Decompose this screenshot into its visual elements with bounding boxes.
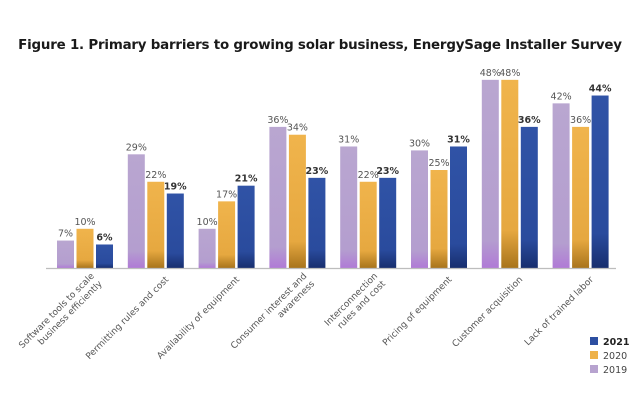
data-label-2021-6: 36% xyxy=(518,115,541,126)
bar-2020-0 xyxy=(76,228,94,268)
data-label-2021-5: 31% xyxy=(447,134,470,145)
bar-2021-1 xyxy=(166,193,184,268)
bar-2021-5 xyxy=(450,146,467,268)
data-label-2020-2: 17% xyxy=(216,189,237,200)
category-label-7: Lack of trained labor xyxy=(523,275,596,348)
bar-2019-0 xyxy=(57,240,74,268)
data-label-2019-4: 31% xyxy=(338,134,359,145)
data-label-2020-3: 34% xyxy=(287,123,308,134)
data-label-2020-0: 10% xyxy=(74,217,95,228)
data-label-2019-7: 42% xyxy=(551,91,572,102)
legend-swatch-2021 xyxy=(590,337,598,345)
legend-label-2019: 2019 xyxy=(603,365,627,376)
bar-2020-5 xyxy=(430,170,448,268)
data-label-2021-7: 44% xyxy=(589,84,612,95)
data-label-2021-4: 23% xyxy=(376,166,399,177)
bar-2021-4 xyxy=(379,177,397,268)
data-label-2019-1: 29% xyxy=(126,142,147,153)
bar-2019-1 xyxy=(127,154,145,268)
data-label-2020-1: 22% xyxy=(145,170,166,181)
data-label-2021-3: 23% xyxy=(306,166,329,177)
data-label-2019-6: 48% xyxy=(480,68,501,79)
data-label-2020-4: 22% xyxy=(358,170,379,181)
bar-2021-7 xyxy=(591,95,609,269)
legend-label-2021: 2021 xyxy=(603,337,629,348)
chart-title: Figure 1. Primary barriers to growing so… xyxy=(18,38,622,53)
data-label-2020-7: 36% xyxy=(570,115,591,126)
category-label-6: Customer acquisition xyxy=(451,275,526,350)
data-label-2019-2: 10% xyxy=(197,217,218,228)
data-label-2020-5: 25% xyxy=(428,158,449,169)
category-label-3: Consumer interest andawareness xyxy=(229,271,317,359)
bar-2021-6 xyxy=(520,126,538,268)
bar-2019-3 xyxy=(269,126,287,268)
bar-2020-6 xyxy=(501,79,519,268)
data-label-2019-3: 36% xyxy=(267,115,288,126)
category-label-0: Software tools to scalebusiness efficien… xyxy=(17,271,105,359)
legend-swatch-2020 xyxy=(590,351,598,359)
bar-2020-1 xyxy=(147,181,165,268)
bar-2021-2 xyxy=(237,185,255,268)
category-label-2: Availability of equipment xyxy=(156,275,243,362)
legend-swatch-2019 xyxy=(590,365,598,373)
data-label-2021-1: 19% xyxy=(164,182,187,193)
bar-2021-3 xyxy=(308,177,326,268)
bar-2020-7 xyxy=(572,126,590,268)
legend: 2021 2020 2019 xyxy=(590,337,629,376)
data-label-2019-5: 30% xyxy=(409,138,430,149)
category-label-4: Interconnectionrules and cost xyxy=(323,271,388,336)
bar-2019-2 xyxy=(198,228,216,268)
bar-2020-3 xyxy=(288,134,306,268)
category-label-5: Pricing of equipment xyxy=(381,275,454,348)
data-label-2021-2: 21% xyxy=(235,174,258,185)
bar-2019-7 xyxy=(552,103,570,268)
bar-2020-2 xyxy=(218,201,236,268)
bar-2021-0 xyxy=(96,244,113,268)
legend-label-2020: 2020 xyxy=(603,351,627,362)
bar-2019-4 xyxy=(340,146,358,268)
data-label-2020-6: 48% xyxy=(499,68,520,79)
data-label-2019-0: 7% xyxy=(58,229,73,240)
bar-2019-5 xyxy=(411,150,428,268)
bar-2019-6 xyxy=(481,79,499,268)
data-label-2021-0: 6% xyxy=(96,232,113,243)
bar-2020-4 xyxy=(359,181,377,268)
